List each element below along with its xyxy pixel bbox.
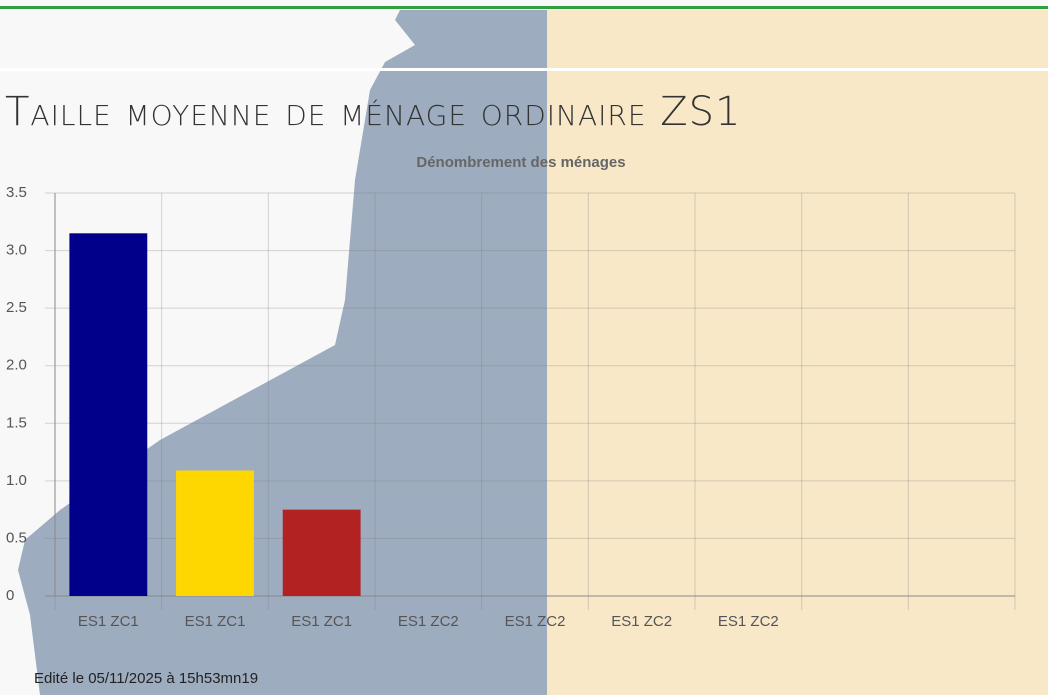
y-tick-label: 3.0	[6, 242, 27, 259]
x-tick-label: ES1 ZC1	[78, 613, 139, 630]
chart-title: Taille moyenne de ménage ordinaire ZS1	[5, 89, 742, 135]
x-tick-label: ES1 ZC2	[505, 613, 566, 630]
y-tick-label: 2.0	[6, 357, 27, 374]
x-tick-label: ES1 ZC2	[611, 613, 672, 630]
x-tick-label: ES1 ZC1	[185, 613, 246, 630]
y-tick-label: 1.0	[6, 472, 27, 489]
x-tick-label: ES1 ZC1	[291, 613, 352, 630]
bar	[69, 233, 148, 597]
x-tick-label: ES1 ZC2	[718, 613, 779, 630]
footer: Edité le 05/11/2025 à 15h53mn19	[34, 670, 258, 687]
y-tick-label: 2.5	[6, 299, 27, 316]
bar	[176, 470, 254, 596]
y-tick-label: 1.5	[6, 414, 27, 431]
x-tick-label: ES1 ZC2	[398, 613, 459, 630]
bar	[282, 509, 361, 596]
y-tick-label: 3.5	[6, 184, 27, 201]
beige-panel	[547, 10, 1048, 695]
y-tick-label: 0	[6, 587, 14, 604]
top-bar	[0, 6, 1048, 9]
blue-shape	[18, 10, 547, 695]
separator	[0, 68, 1048, 71]
y-tick-label: 0.5	[6, 529, 27, 546]
chart-subtitle: Dénombrement des ménages	[416, 154, 625, 171]
